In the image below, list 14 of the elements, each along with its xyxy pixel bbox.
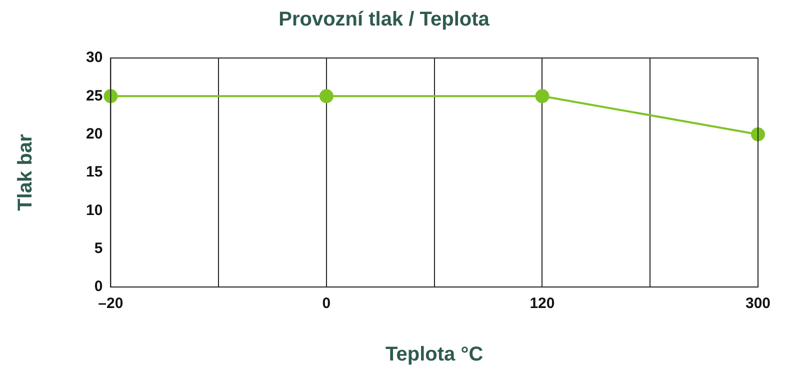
y-tick-label: 20 (86, 125, 103, 142)
x-tick-label: 0 (322, 295, 331, 312)
y-tick-label: 25 (86, 87, 103, 104)
y-tick-label: 10 (86, 202, 103, 219)
x-tick-label: –20 (98, 295, 124, 312)
x-axis-title: Teplota °C (386, 344, 484, 366)
y-tick-label: 15 (86, 164, 103, 181)
y-tick-label: 5 (94, 240, 103, 257)
y-tick-label: 30 (86, 49, 103, 66)
x-tick-label: 120 (530, 295, 555, 312)
x-tick-label: 300 (745, 295, 771, 312)
y-axis-title: Tlak bar (14, 134, 37, 211)
chart-title: Provozní tlak / Teplota (278, 8, 490, 31)
y-tick-label: 0 (94, 278, 103, 296)
